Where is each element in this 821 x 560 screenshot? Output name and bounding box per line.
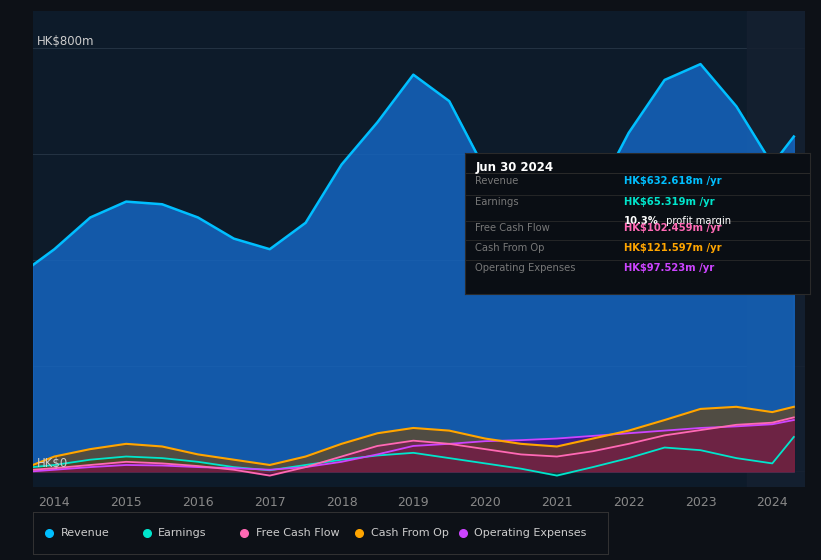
Text: Free Cash Flow: Free Cash Flow: [475, 223, 550, 234]
Text: 10.3%: 10.3%: [624, 216, 658, 226]
Text: HK$0: HK$0: [36, 458, 67, 470]
Text: Operating Expenses: Operating Expenses: [475, 263, 576, 273]
Text: Jun 30 2024: Jun 30 2024: [475, 161, 553, 175]
Text: Cash From Op: Cash From Op: [475, 243, 544, 253]
Text: Free Cash Flow: Free Cash Flow: [256, 529, 339, 538]
Text: HK$632.618m /yr: HK$632.618m /yr: [624, 175, 722, 185]
Text: Revenue: Revenue: [61, 529, 109, 538]
Text: HK$102.459m /yr: HK$102.459m /yr: [624, 223, 722, 234]
Text: Earnings: Earnings: [158, 529, 207, 538]
Bar: [747, 11, 805, 487]
Text: HK$800m: HK$800m: [36, 35, 94, 48]
Text: Operating Expenses: Operating Expenses: [475, 529, 586, 538]
Text: Cash From Op: Cash From Op: [371, 529, 448, 538]
Text: Earnings: Earnings: [475, 197, 519, 207]
Text: profit margin: profit margin: [663, 216, 732, 226]
Text: HK$65.319m /yr: HK$65.319m /yr: [624, 197, 714, 207]
Text: HK$121.597m /yr: HK$121.597m /yr: [624, 243, 722, 253]
Text: HK$97.523m /yr: HK$97.523m /yr: [624, 263, 714, 273]
Text: Revenue: Revenue: [475, 175, 519, 185]
